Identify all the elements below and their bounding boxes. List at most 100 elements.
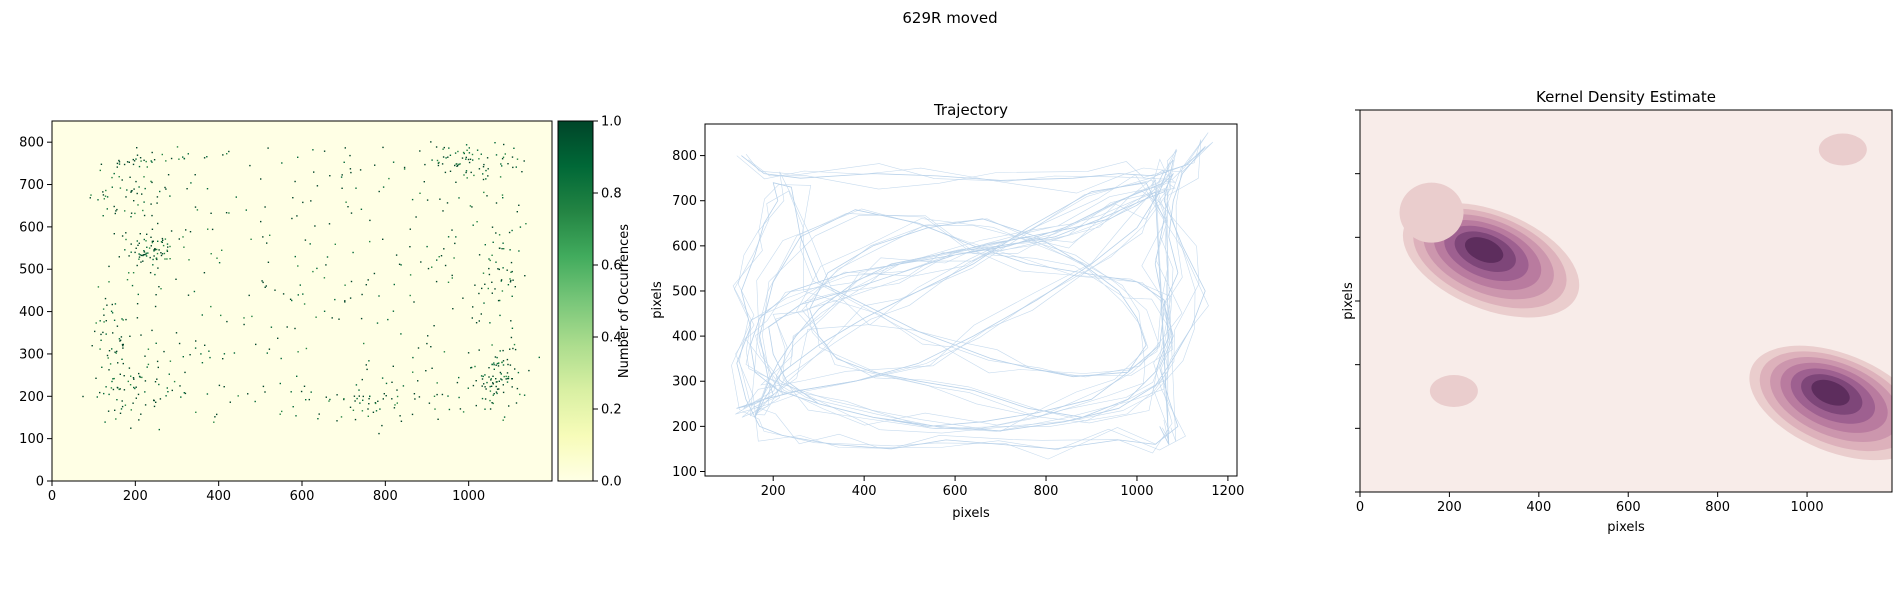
occurrence-pixel: [471, 206, 473, 208]
occurrence-pixel: [123, 163, 126, 166]
occurrence-pixel: [121, 318, 123, 320]
occurrence-pixel: [143, 238, 145, 241]
occurrence-pixel: [160, 241, 163, 243]
occurrence-pixel: [119, 412, 122, 414]
occurrence-pixel: [420, 261, 422, 263]
heatmap-x-tick-label: 0: [48, 489, 56, 504]
occurrence-pixel: [336, 420, 338, 422]
occurrence-pixel: [316, 267, 318, 270]
occurrence-pixel: [167, 391, 169, 393]
occurrence-pixel: [152, 258, 154, 261]
occurrence-pixel: [509, 348, 511, 350]
occurrence-pixel: [341, 174, 343, 176]
occurrence-pixel: [341, 187, 343, 189]
heatmap-x-tick-label: 1000: [452, 489, 485, 504]
occurrence-pixel: [382, 238, 384, 240]
occurrence-pixel: [362, 395, 364, 398]
occurrence-pixel: [173, 380, 176, 383]
occurrence-pixel: [116, 386, 119, 389]
trajectory-y-tick-label: 800: [672, 149, 697, 164]
occurrence-pixel: [470, 171, 472, 174]
occurrence-pixel: [484, 408, 486, 410]
occurrence-pixel: [494, 356, 497, 358]
occurrence-pixel: [392, 310, 395, 312]
occurrence-pixel: [185, 229, 187, 231]
occurrence-pixel: [154, 381, 157, 383]
occurrence-pixel: [113, 319, 116, 321]
occurrence-pixel: [207, 228, 209, 230]
occurrence-pixel: [201, 362, 204, 364]
occurrence-pixel: [139, 233, 141, 235]
occurrence-pixel: [323, 277, 326, 279]
occurrence-pixel: [166, 250, 169, 252]
occurrence-pixel: [524, 275, 526, 277]
occurrence-pixel: [449, 170, 452, 172]
occurrence-pixel: [262, 236, 264, 238]
occurrence-pixel: [171, 389, 173, 392]
trajectory-x-ticks: 200 400 600 800 1000 1200: [761, 476, 1244, 499]
occurrence-pixel: [507, 377, 509, 380]
occurrence-pixel: [133, 200, 135, 202]
occurrence-pixel: [269, 234, 271, 236]
occurrence-pixel: [507, 363, 509, 366]
occurrence-pixel: [115, 352, 117, 354]
occurrence-pixel: [108, 265, 110, 268]
occurrence-pixel: [154, 305, 157, 308]
occurrence-pixel: [489, 322, 491, 324]
occurrence-pixel: [323, 310, 326, 312]
occurrence-pixel: [169, 245, 171, 248]
occurrence-pixel: [444, 264, 447, 267]
occurrence-pixel: [134, 212, 136, 215]
occurrence-pixel: [153, 399, 155, 401]
occurrence-pixel: [417, 347, 420, 349]
occurrence-pixel: [133, 378, 135, 380]
occurrence-pixel: [465, 144, 468, 146]
occurrence-pixel: [430, 141, 432, 143]
occurrence-pixel: [123, 389, 126, 391]
occurrence-pixel: [113, 233, 115, 235]
occurrence-pixel: [344, 284, 346, 286]
occurrence-pixel: [138, 256, 141, 258]
occurrence-pixel: [511, 229, 513, 232]
occurrence-pixel: [249, 164, 251, 167]
occurrence-pixel: [316, 185, 319, 187]
occurrence-pixel: [117, 362, 119, 364]
occurrence-pixel: [155, 294, 157, 296]
occurrence-pixel: [516, 158, 519, 160]
occurrence-pixel: [523, 394, 526, 396]
occurrence-pixel: [402, 385, 405, 387]
occurrence-pixel: [493, 393, 495, 395]
occurrence-pixel: [141, 254, 143, 257]
occurrence-pixel: [501, 248, 503, 250]
occurrence-pixel: [103, 198, 105, 200]
occurrence-pixel: [478, 320, 480, 322]
occurrence-pixel: [475, 322, 478, 324]
occurrence-pixel: [118, 161, 121, 163]
occurrence-pixel: [130, 243, 132, 245]
occurrence-pixel: [102, 331, 104, 334]
occurrence-pixel: [353, 395, 356, 397]
occurrence-pixel: [127, 380, 129, 383]
occurrence-pixel: [286, 326, 288, 328]
occurrence-pixel: [130, 427, 132, 429]
occurrence-pixel: [439, 198, 441, 200]
occurrence-pixel: [150, 180, 152, 183]
occurrence-pixel: [216, 413, 218, 416]
occurrence-pixel: [392, 161, 395, 163]
occurrence-pixel: [391, 398, 393, 400]
occurrence-pixel: [158, 249, 160, 251]
occurrence-pixel: [496, 356, 498, 359]
occurrence-pixel: [294, 255, 296, 258]
occurrence-pixel: [267, 147, 269, 149]
occurrence-pixel: [343, 398, 345, 401]
occurrence-pixel: [458, 197, 460, 199]
occurrence-pixel: [470, 367, 472, 369]
occurrence-pixel: [136, 192, 138, 195]
occurrence-pixel: [178, 158, 180, 160]
occurrence-pixel: [146, 233, 148, 235]
occurrence-pixel: [146, 166, 148, 168]
occurrence-pixel: [137, 393, 140, 396]
occurrence-pixel: [499, 176, 502, 178]
occurrence-pixel: [329, 175, 331, 177]
occurrence-pixel: [150, 203, 152, 205]
